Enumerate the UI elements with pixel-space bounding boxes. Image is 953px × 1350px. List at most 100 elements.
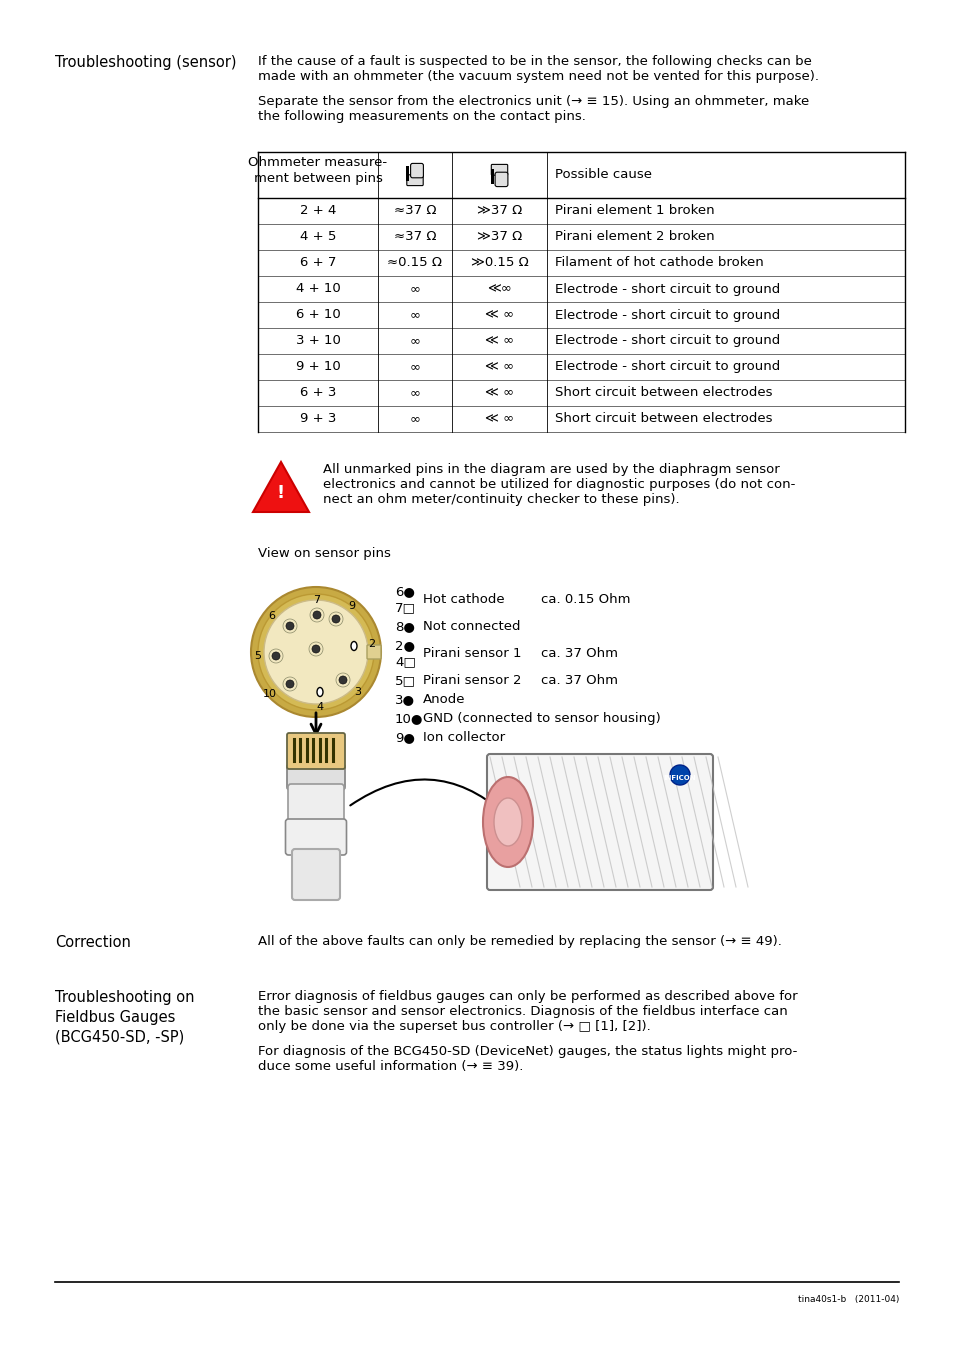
Ellipse shape (351, 641, 356, 651)
Text: GND (connected to sensor housing): GND (connected to sensor housing) (422, 711, 660, 725)
Text: Troubleshooting on
Fieldbus Gauges
(BCG450-SD, -SP): Troubleshooting on Fieldbus Gauges (BCG4… (55, 990, 194, 1045)
Text: Electrode - short circuit to ground: Electrode - short circuit to ground (555, 335, 780, 347)
Text: Ion collector: Ion collector (422, 730, 504, 744)
Text: 6 + 7: 6 + 7 (299, 256, 335, 270)
Circle shape (272, 652, 280, 660)
FancyBboxPatch shape (287, 764, 345, 790)
Circle shape (669, 765, 689, 784)
FancyBboxPatch shape (491, 165, 507, 176)
Text: Filament of hot cathode broken: Filament of hot cathode broken (555, 256, 763, 270)
Text: 5: 5 (254, 651, 261, 661)
Text: 3 + 10: 3 + 10 (295, 335, 340, 347)
Text: Not connected: Not connected (422, 620, 520, 633)
FancyBboxPatch shape (287, 733, 345, 770)
Text: ∞: ∞ (409, 360, 420, 374)
FancyBboxPatch shape (495, 173, 507, 186)
FancyBboxPatch shape (406, 174, 423, 185)
Text: ca. 37 Ohm: ca. 37 Ohm (540, 674, 618, 687)
Bar (406, 166, 409, 181)
Text: ca. 37 Ohm: ca. 37 Ohm (540, 647, 618, 660)
Circle shape (257, 594, 374, 710)
Text: 6 + 10: 6 + 10 (295, 309, 340, 321)
Circle shape (286, 680, 294, 688)
Text: the following measurements on the contact pins.: the following measurements on the contac… (257, 109, 585, 123)
Text: ∞: ∞ (409, 335, 420, 347)
Text: !: ! (276, 485, 285, 502)
Text: the basic sensor and sensor electronics. Diagnosis of the fieldbus interface can: the basic sensor and sensor electronics.… (257, 1004, 787, 1018)
FancyBboxPatch shape (292, 849, 339, 900)
Text: 2: 2 (368, 639, 375, 649)
Text: 9●: 9● (395, 730, 415, 744)
Text: 4 + 5: 4 + 5 (299, 231, 335, 243)
FancyBboxPatch shape (486, 755, 712, 890)
Text: Short circuit between electrodes: Short circuit between electrodes (555, 413, 772, 425)
Text: Electrode - short circuit to ground: Electrode - short circuit to ground (555, 282, 780, 296)
Text: Electrode - short circuit to ground: Electrode - short circuit to ground (555, 309, 780, 321)
Text: 9 + 10: 9 + 10 (295, 360, 340, 374)
Text: only be done via the superset bus controller (→ □ [1], [2]).: only be done via the superset bus contro… (257, 1021, 650, 1033)
Text: ca. 0.15 Ohm: ca. 0.15 Ohm (540, 593, 630, 606)
Polygon shape (253, 462, 309, 512)
Text: duce some useful information (→ ≡ 39).: duce some useful information (→ ≡ 39). (257, 1060, 523, 1073)
Text: 4□: 4□ (395, 655, 416, 668)
Text: Correction: Correction (55, 936, 131, 950)
Text: electronics and cannot be utilized for diagnostic purposes (do not con-: electronics and cannot be utilized for d… (323, 478, 795, 491)
Text: Possible cause: Possible cause (555, 169, 651, 181)
Text: ≪ ∞: ≪ ∞ (484, 386, 514, 400)
Text: Troubleshooting (sensor): Troubleshooting (sensor) (55, 55, 236, 70)
Text: Electrode - short circuit to ground: Electrode - short circuit to ground (555, 360, 780, 374)
Text: ≈37 Ω: ≈37 Ω (394, 204, 436, 217)
Circle shape (264, 599, 368, 703)
Text: ≫0.15 Ω: ≫0.15 Ω (470, 256, 528, 270)
Text: Short circuit between electrodes: Short circuit between electrodes (555, 386, 772, 400)
Text: Error diagnosis of fieldbus gauges can only be performed as described above for: Error diagnosis of fieldbus gauges can o… (257, 990, 797, 1003)
Text: ≪ ∞: ≪ ∞ (484, 309, 514, 321)
Text: 3●: 3● (395, 693, 415, 706)
Circle shape (332, 616, 339, 622)
Ellipse shape (316, 687, 323, 697)
FancyBboxPatch shape (285, 819, 346, 855)
Text: Separate the sensor from the electronics unit (→ ≡ 15). Using an ohmmeter, make: Separate the sensor from the electronics… (257, 95, 808, 108)
Text: 9: 9 (348, 601, 355, 612)
Text: 6 + 3: 6 + 3 (299, 386, 335, 400)
Text: INFICON: INFICON (663, 775, 696, 782)
Text: ≪ ∞: ≪ ∞ (484, 335, 514, 347)
Text: View on sensor pins: View on sensor pins (257, 547, 391, 560)
Text: ∞: ∞ (409, 413, 420, 425)
Text: ≪ ∞: ≪ ∞ (484, 360, 514, 374)
Text: Pirani sensor 1: Pirani sensor 1 (422, 647, 521, 660)
Text: For diagnosis of the BCG450-SD (DeviceNet) gauges, the status lights might pro-: For diagnosis of the BCG450-SD (DeviceNe… (257, 1045, 797, 1058)
Circle shape (312, 645, 319, 653)
Text: 2●: 2● (395, 639, 415, 652)
Text: Anode: Anode (422, 693, 465, 706)
Text: Pirani element 2 broken: Pirani element 2 broken (555, 231, 714, 243)
Text: Pirani sensor 2: Pirani sensor 2 (422, 674, 521, 687)
Text: 7: 7 (314, 595, 320, 605)
Text: 3: 3 (355, 687, 361, 697)
Text: ≪∞: ≪∞ (487, 282, 512, 296)
Text: Ohmmeter measure-
ment between pins: Ohmmeter measure- ment between pins (248, 157, 387, 185)
Text: 6●: 6● (395, 585, 415, 598)
Circle shape (251, 587, 380, 717)
Text: ≈0.15 Ω: ≈0.15 Ω (387, 256, 442, 270)
Text: ≈37 Ω: ≈37 Ω (394, 231, 436, 243)
Text: ≫37 Ω: ≫37 Ω (476, 204, 521, 217)
Text: 2 + 4: 2 + 4 (299, 204, 335, 217)
Text: 8●: 8● (395, 620, 415, 633)
Text: 5□: 5□ (395, 674, 416, 687)
Text: 7□: 7□ (395, 601, 416, 614)
Text: ∞: ∞ (409, 386, 420, 400)
Text: All unmarked pins in the diagram are used by the diaphragm sensor: All unmarked pins in the diagram are use… (323, 463, 779, 477)
Text: tina40s1-b   (2011-04): tina40s1-b (2011-04) (797, 1295, 898, 1304)
Circle shape (286, 622, 294, 630)
Ellipse shape (494, 798, 521, 846)
Text: Hot cathode: Hot cathode (422, 593, 504, 606)
Text: 4 + 10: 4 + 10 (295, 282, 340, 296)
Bar (490, 169, 493, 184)
Circle shape (338, 676, 347, 684)
Text: ≫37 Ω: ≫37 Ω (476, 231, 521, 243)
Text: ≪ ∞: ≪ ∞ (484, 413, 514, 425)
FancyBboxPatch shape (410, 163, 423, 178)
Text: 6: 6 (268, 612, 275, 621)
Text: 9 + 3: 9 + 3 (299, 413, 335, 425)
